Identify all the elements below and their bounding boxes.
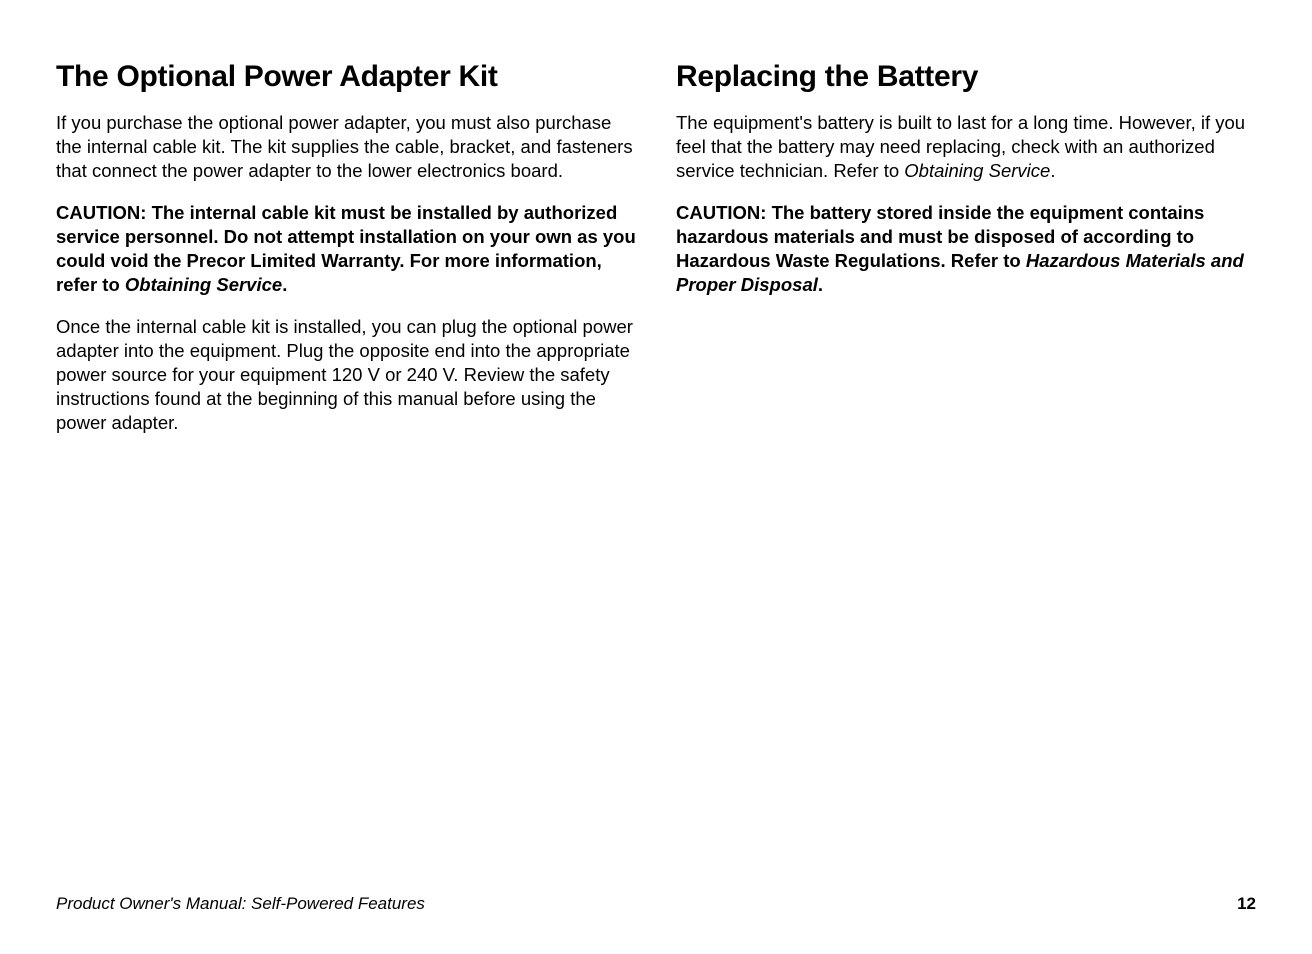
footer-page-number: 12 (1237, 894, 1256, 914)
footer-title: Product Owner's Manual: Self-Powered Fea… (56, 894, 425, 914)
right-caution-suffix: . (818, 274, 823, 295)
right-p1-b: . (1050, 160, 1055, 181)
right-heading: Replacing the Battery (676, 60, 1256, 95)
right-column: Replacing the Battery The equipment's ba… (676, 60, 1256, 453)
left-caution-suffix: . (282, 274, 287, 295)
left-paragraph-1: If you purchase the optional power adapt… (56, 111, 636, 183)
right-caution: CAUTION: The battery stored inside the e… (676, 201, 1256, 297)
left-caution: CAUTION: The internal cable kit must be … (56, 201, 636, 297)
left-column: The Optional Power Adapter Kit If you pu… (56, 60, 636, 453)
left-caution-reference: Obtaining Service (125, 274, 282, 295)
right-paragraph-1: The equipment's battery is built to last… (676, 111, 1256, 183)
document-page: The Optional Power Adapter Kit If you pu… (0, 0, 1312, 954)
right-p1-reference: Obtaining Service (904, 160, 1050, 181)
page-footer: Product Owner's Manual: Self-Powered Fea… (56, 894, 1256, 914)
left-heading: The Optional Power Adapter Kit (56, 60, 636, 95)
left-paragraph-2: Once the internal cable kit is installed… (56, 315, 636, 435)
two-column-layout: The Optional Power Adapter Kit If you pu… (56, 60, 1256, 453)
